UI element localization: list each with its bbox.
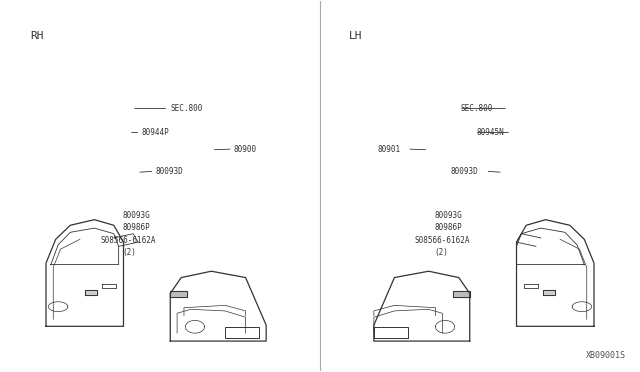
Text: LH: LH [349, 31, 362, 41]
Text: (2): (2) [435, 248, 449, 257]
Text: SEC.800: SEC.800 [460, 104, 493, 113]
Text: 80901: 80901 [378, 145, 401, 154]
Text: 80093G: 80093G [122, 211, 150, 220]
Text: XB09001S: XB09001S [586, 350, 626, 359]
Text: (2): (2) [122, 248, 136, 257]
Text: S08566-6162A: S08566-6162A [414, 236, 470, 245]
Text: 80900: 80900 [234, 145, 257, 154]
Text: 80986P: 80986P [122, 223, 150, 232]
Text: 80093D: 80093D [156, 167, 183, 176]
Text: RH: RH [30, 31, 44, 41]
Text: SEC.800: SEC.800 [170, 104, 203, 113]
Text: 80093D: 80093D [451, 167, 478, 176]
Text: 80945N: 80945N [476, 128, 504, 137]
Text: 80986P: 80986P [435, 223, 463, 232]
Text: S08566-6162A: S08566-6162A [100, 236, 156, 245]
Text: 80093G: 80093G [435, 211, 463, 220]
Text: 80944P: 80944P [141, 128, 170, 137]
